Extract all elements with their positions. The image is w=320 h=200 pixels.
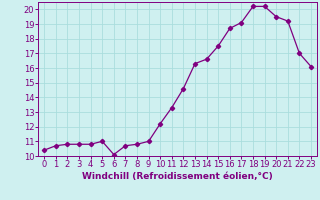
X-axis label: Windchill (Refroidissement éolien,°C): Windchill (Refroidissement éolien,°C) — [82, 172, 273, 181]
